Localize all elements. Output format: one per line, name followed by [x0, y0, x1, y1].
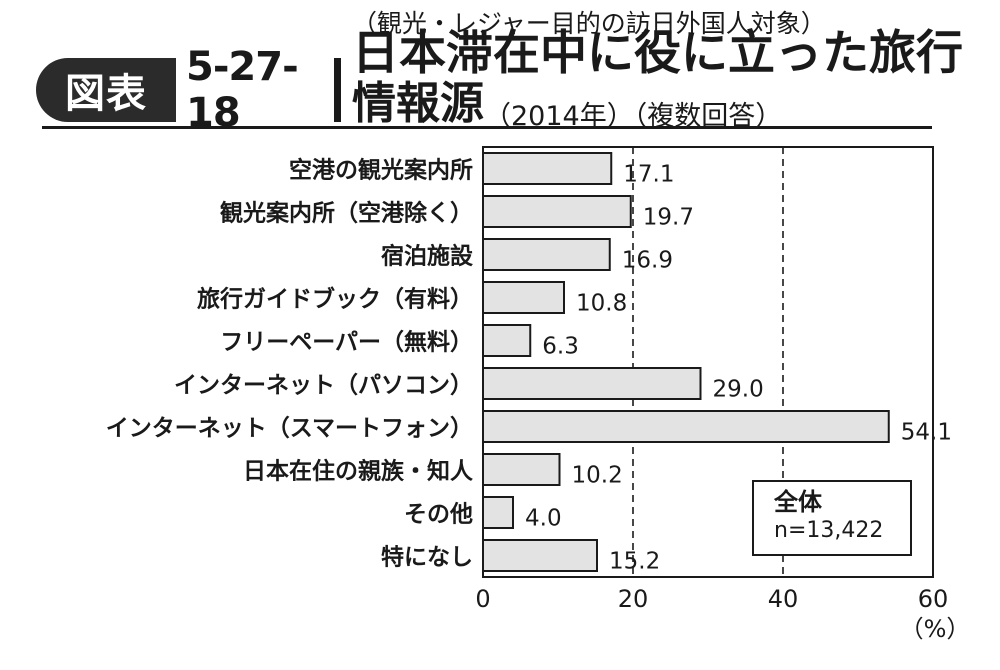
bar-1 [482, 195, 632, 228]
data-label: 54.1 [901, 420, 952, 446]
figure-badge: 図表 5-27-18 [36, 44, 328, 136]
data-label: 10.8 [576, 291, 627, 317]
bar-7 [482, 453, 561, 486]
x-tick-label: 0 [475, 585, 490, 613]
bar-0 [482, 152, 613, 185]
bar-6 [482, 410, 890, 443]
x-unit-label: （%） [900, 615, 971, 643]
data-label: 29.0 [713, 377, 764, 403]
plot-frame [482, 146, 934, 578]
data-label: 19.7 [643, 205, 694, 231]
category-label: インターネット（パソコン） [174, 372, 473, 399]
bar-4 [482, 324, 532, 357]
chart-title-line1: 日本滞在中に役に立った旅行 [352, 26, 963, 81]
bar-8 [482, 496, 514, 529]
bar-5 [482, 367, 702, 400]
chart-title-line2: 情報源 [352, 78, 484, 129]
category-label: 旅行ガイドブック（有料） [197, 286, 473, 313]
data-label: 17.1 [623, 162, 674, 188]
x-tick-label: 40 [768, 585, 799, 613]
category-label: 宿泊施設 [381, 243, 474, 270]
x-tick-label: 60 [918, 585, 949, 613]
data-label: 6.3 [542, 334, 579, 360]
category-label: 特になし [381, 545, 473, 571]
legend-sample-size: n=13,422 [774, 517, 884, 543]
bar-3 [482, 281, 565, 314]
bar-9 [482, 539, 598, 572]
header-rule [42, 126, 932, 129]
category-label: その他 [404, 502, 473, 528]
category-label: 空港の観光案内所 [289, 157, 473, 184]
chart-subtitle: （観光・レジャー目的の訪日外国人対象） [352, 9, 826, 38]
figure-badge-label: 図表 [36, 58, 176, 122]
data-label: 16.9 [622, 248, 673, 274]
data-label: 15.2 [609, 549, 660, 575]
bar-2 [482, 238, 611, 271]
data-label: 10.2 [572, 463, 623, 489]
category-label: 日本在住の親族・知人 [243, 458, 474, 485]
category-label: インターネット（スマートフォン） [106, 415, 473, 442]
title-divider [334, 58, 341, 122]
legend-title: 全体 [774, 488, 822, 516]
x-tick-label: 20 [618, 585, 649, 613]
category-label: 観光案内所（空港除く） [220, 200, 473, 227]
legend-box: 全体 n=13,422 [752, 480, 912, 556]
category-label: フリーペーパー（無料） [220, 329, 473, 356]
data-label: 4.0 [525, 506, 562, 532]
